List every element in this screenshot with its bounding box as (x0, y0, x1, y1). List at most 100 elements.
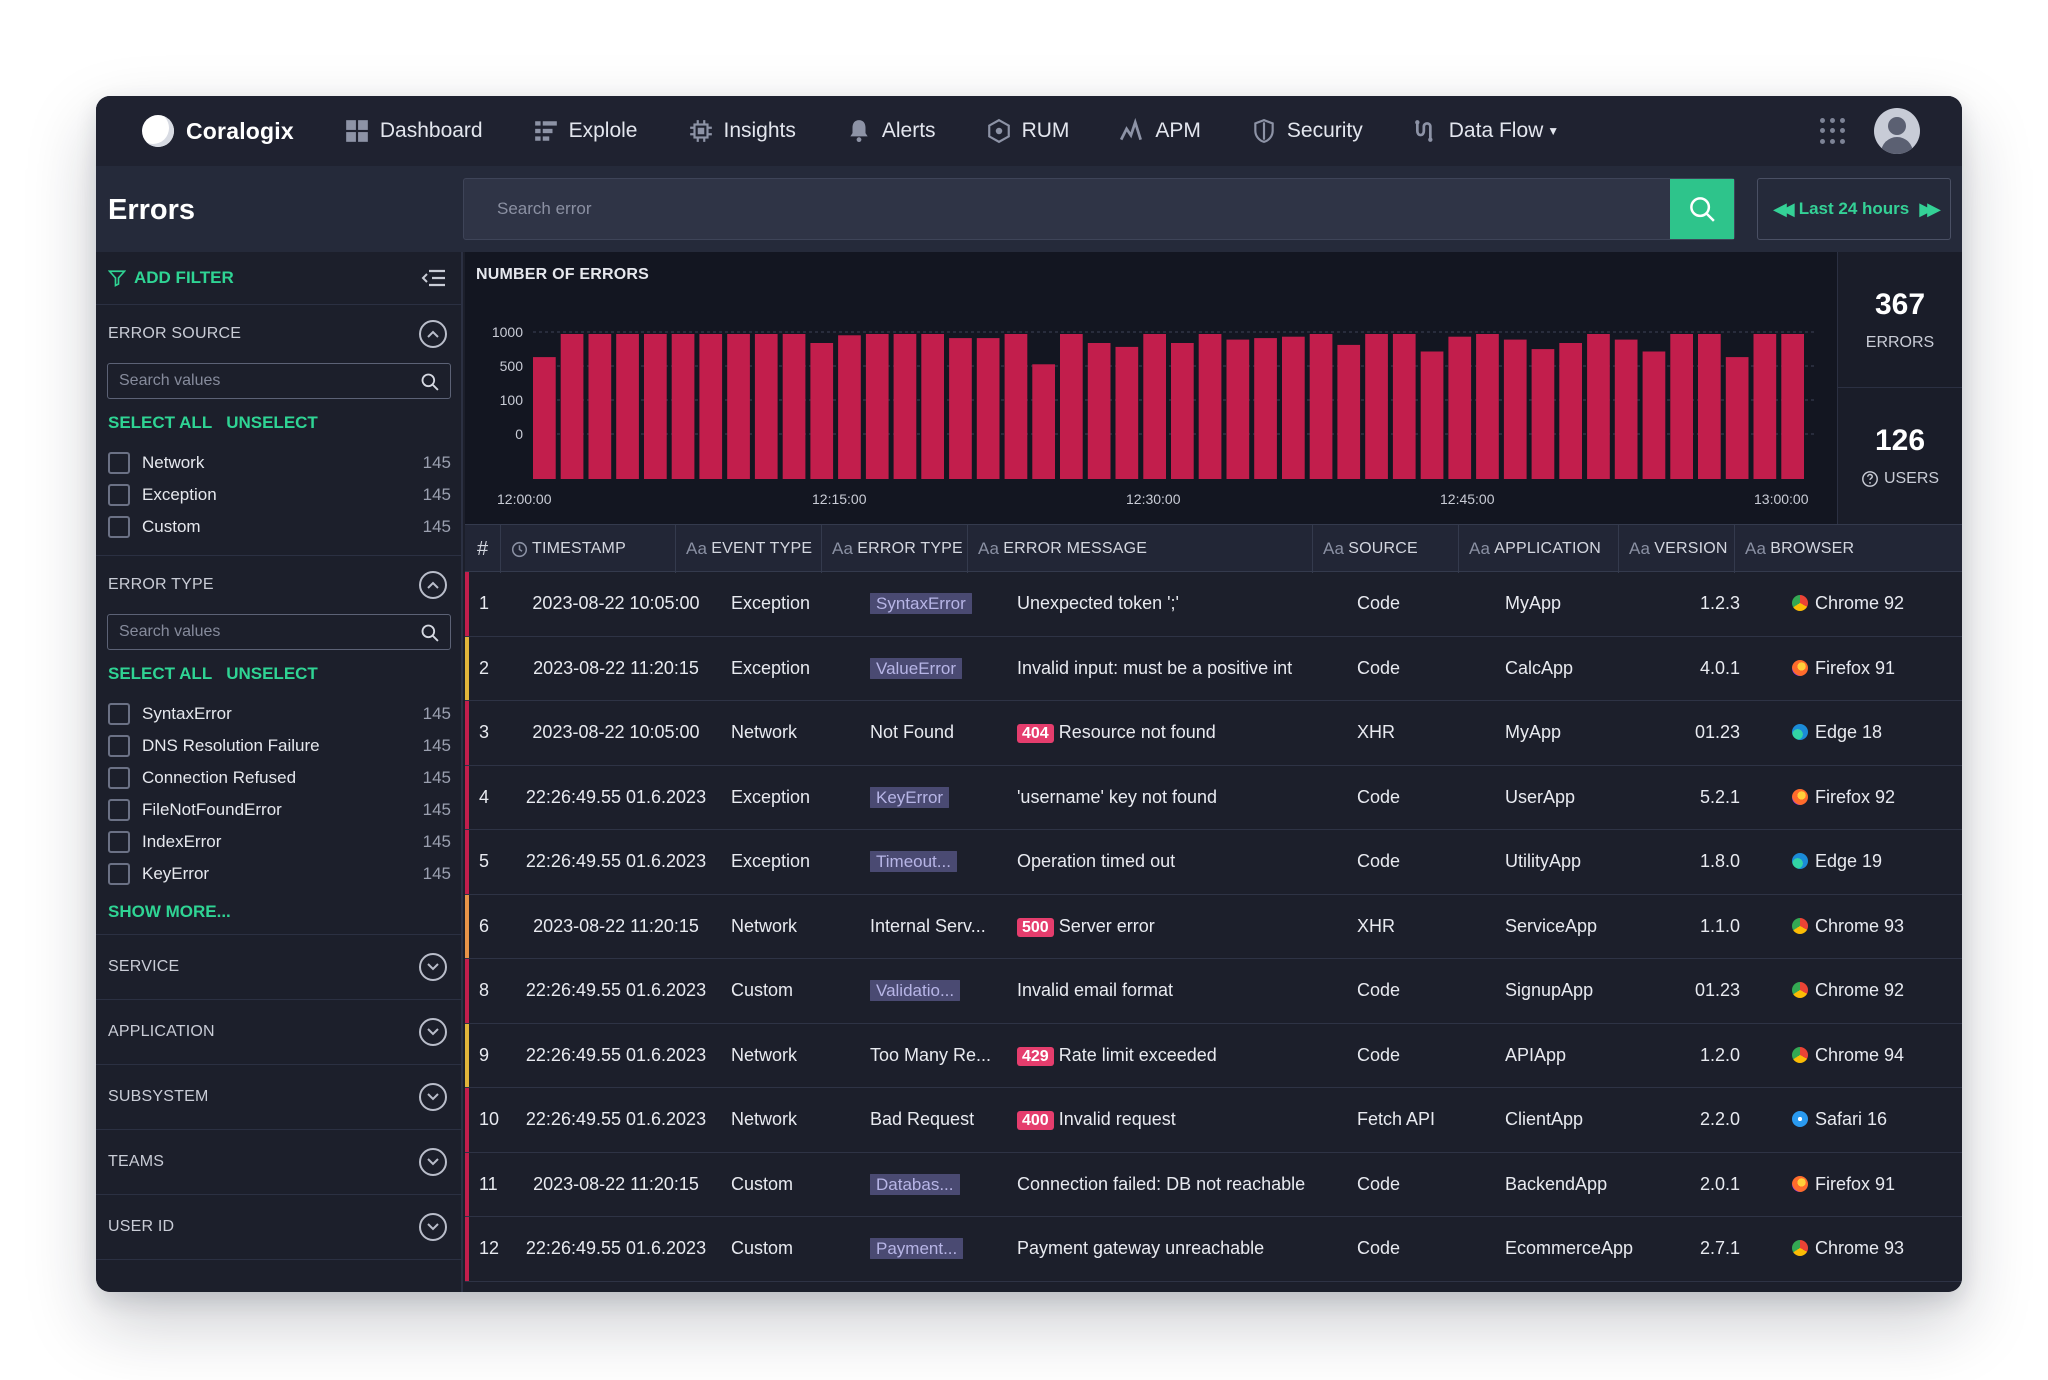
error-type-tag: Timeout... (870, 851, 957, 873)
column-header-version[interactable]: Aa VERSION (1619, 525, 1735, 573)
nav-dashboard[interactable]: Dashboard (344, 118, 483, 144)
x-tick-label: 12:45:00 (1440, 491, 1495, 507)
column-header-timestamp[interactable]: TIMESTAMP (501, 525, 676, 573)
chevron-down-icon[interactable] (419, 1018, 447, 1046)
column-header-event-type[interactable]: Aa EVENT TYPE (676, 525, 822, 573)
checkbox[interactable] (108, 863, 130, 885)
teams-section[interactable]: TEAMS (96, 1130, 461, 1195)
unselect-link[interactable]: UNSELECT (226, 664, 318, 683)
error-message-text: Resource not found (1058, 722, 1216, 743)
nav-security[interactable]: Security (1251, 118, 1363, 144)
error-message-text: Invalid email format (1017, 980, 1174, 1001)
error-message-cell: 400 Invalid request (1012, 1109, 1351, 1131)
column-header-error-message[interactable]: Aa ERROR MESSAGE (968, 525, 1313, 573)
table-row[interactable]: 11 2023-08-22 11:20:15 Custom Databas... Con… (465, 1152, 1962, 1217)
fast-forward-icon[interactable]: ▶▶ (1919, 198, 1941, 219)
option-count: 145 (422, 864, 451, 883)
filter-option[interactable]: FileNotFoundError 145 (96, 794, 461, 826)
select-all-link[interactable]: SELECT ALL (108, 413, 213, 432)
application-section[interactable]: APPLICATION (96, 1000, 461, 1065)
filter-option[interactable]: Exception 145 (96, 479, 461, 511)
table-row[interactable]: 8 22:26:49.55 01.6.2023 Custom Validatio...… (465, 959, 1962, 1024)
table-row[interactable]: 1 2023-08-22 10:05:00 Exception SyntaxError… (465, 572, 1962, 637)
browser-cell: Edge 19 (1740, 851, 1920, 872)
help-circle-icon[interactable] (1861, 470, 1879, 488)
checkbox[interactable] (108, 831, 130, 853)
filter-option[interactable]: Network 145 (96, 447, 461, 479)
nav-alerts[interactable]: Alerts (846, 118, 936, 144)
row-number: 12 (479, 1238, 500, 1259)
source-cell: Code (1357, 851, 1401, 872)
nav-explore[interactable]: Explole (533, 118, 638, 144)
chevron-up-icon[interactable] (419, 571, 447, 599)
unselect-link[interactable]: UNSELECT (226, 413, 318, 432)
add-filter-button[interactable]: ADD FILTER (96, 252, 461, 304)
chevron-down-icon[interactable] (419, 953, 447, 981)
brand[interactable]: Coralogix (142, 115, 294, 147)
checkbox[interactable] (108, 516, 130, 538)
subsystem-section[interactable]: SUBSYSTEM (96, 1065, 461, 1130)
checkbox[interactable] (108, 703, 130, 725)
chevron-down-icon[interactable] (419, 1213, 447, 1241)
filter-option[interactable]: Custom 145 (96, 511, 461, 543)
checkbox[interactable] (108, 452, 130, 474)
search-icon (421, 373, 439, 391)
chevron-up-icon[interactable] (419, 320, 447, 348)
error-type-text: Not Found (870, 722, 955, 743)
select-all-link[interactable]: SELECT ALL (108, 664, 213, 683)
checkbox[interactable] (108, 799, 130, 821)
search-input[interactable] (464, 179, 1672, 239)
filter-option[interactable]: IndexError 145 (96, 826, 461, 858)
search-values-input[interactable] (108, 615, 450, 649)
nav-insights[interactable]: Insights (688, 118, 796, 144)
error-type-header[interactable]: ERROR TYPE (96, 556, 461, 614)
browser-name: Firefox 91 (1815, 657, 1896, 678)
rewind-icon[interactable]: ◀◀ (1773, 198, 1795, 219)
avatar[interactable] (1874, 108, 1920, 154)
option-label: SyntaxError (142, 704, 232, 723)
time-range-button[interactable]: ◀◀ Last 24 hours ▶▶ (1757, 178, 1951, 240)
column-header-source[interactable]: Aa SOURCE (1313, 525, 1459, 573)
search-button[interactable] (1670, 179, 1734, 239)
source-cell: Code (1357, 980, 1401, 1001)
show-more-link[interactable]: SHOW MORE... (108, 902, 231, 921)
error-message-cell: 500 Server error (1012, 916, 1351, 937)
chart-bar (1087, 343, 1111, 479)
column-header-browser[interactable]: Aa BROWSER (1735, 525, 1962, 573)
error-source-header[interactable]: ERROR SOURCE (96, 305, 461, 363)
checkbox[interactable] (108, 484, 130, 506)
page-header: Errors ◀◀ Last 24 hours ▶▶ (96, 166, 1962, 252)
error-type-tag: ValueError (870, 657, 962, 679)
apps-grid-icon[interactable] (1820, 118, 1846, 144)
timestamp-cell: 2023-08-22 10:05:00 (532, 722, 700, 743)
table-row[interactable]: 12 22:26:49.55 01.6.2023 Custom Payment... P… (465, 1217, 1962, 1282)
service-section[interactable]: SERVICE (96, 935, 461, 1000)
table-row[interactable]: 4 22:26:49.55 01.6.2023 Exception KeyError '… (465, 765, 1962, 830)
filter-option[interactable]: KeyError 145 (96, 858, 461, 890)
filter-option[interactable]: SyntaxError 145 (96, 698, 461, 730)
user-id-section[interactable]: USER ID (96, 1195, 461, 1260)
column-header-number[interactable]: # (465, 525, 501, 573)
error-message-text: Invalid request (1058, 1109, 1176, 1130)
table-row[interactable]: 5 22:26:49.55 01.6.2023 Exception Timeout..… (465, 830, 1962, 895)
table-row[interactable]: 10 22:26:49.55 01.6.2023 Network Bad Reques… (465, 1088, 1962, 1153)
column-header-error-type[interactable]: Aa ERROR TYPE (822, 525, 968, 573)
chevron-down-icon[interactable] (419, 1148, 447, 1176)
table-row[interactable]: 3 2023-08-22 10:05:00 Network Not Found 404 R… (465, 701, 1962, 766)
filter-option[interactable]: DNS Resolution Failure 145 (96, 730, 461, 762)
search-values-input[interactable] (108, 364, 450, 398)
nav-data-flow[interactable]: Data Flow ▼ (1413, 118, 1559, 144)
checkbox[interactable] (108, 735, 130, 757)
nav-label: Dashboard (379, 119, 483, 142)
collapse-sidebar-icon[interactable] (421, 268, 447, 288)
filter-option[interactable]: Connection Refused 145 (96, 762, 461, 794)
column-header-application[interactable]: Aa APPLICATION (1459, 525, 1619, 573)
nav-apm[interactable]: APM (1119, 118, 1201, 144)
table-row[interactable]: 2 2023-08-22 11:20:15 Exception ValueError I… (465, 636, 1962, 701)
table-row[interactable]: 9 22:26:49.55 01.6.2023 Network Too Many Re… (465, 1023, 1962, 1088)
nav-rum[interactable]: RUM (986, 118, 1069, 144)
checkbox[interactable] (108, 767, 130, 789)
chevron-down-icon[interactable] (419, 1083, 447, 1111)
error-type-text: Internal Serv... (870, 915, 986, 936)
table-row[interactable]: 6 2023-08-22 11:20:15 Network Internal Serv… (465, 894, 1962, 959)
